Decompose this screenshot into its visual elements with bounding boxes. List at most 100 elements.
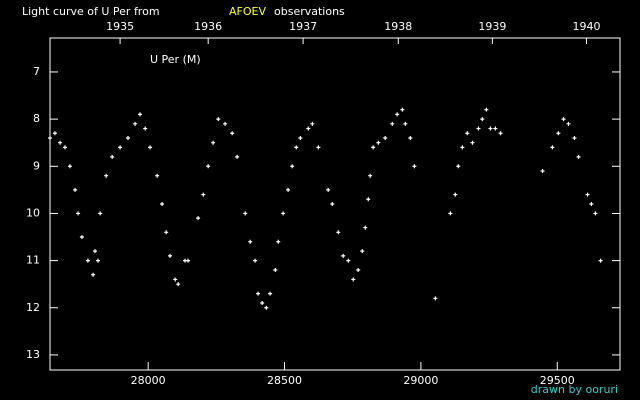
- data-point: [366, 197, 371, 202]
- data-point: [498, 131, 503, 136]
- data-point: [290, 164, 295, 169]
- data-point: [465, 131, 470, 136]
- data-point: [201, 192, 206, 197]
- data-point: [235, 154, 240, 159]
- data-point: [67, 164, 72, 169]
- data-point: [316, 145, 321, 150]
- data-point: [326, 187, 331, 192]
- data-point: [91, 272, 96, 277]
- data-point: [160, 202, 165, 206]
- data-point: [476, 126, 481, 131]
- data-point: [110, 154, 115, 159]
- data-point: [351, 277, 356, 282]
- data-point: [556, 131, 561, 136]
- y-tick-label: 12: [26, 301, 40, 314]
- x2-tick-label: 1938: [384, 20, 412, 33]
- data-point: [448, 211, 453, 216]
- title-source: AFOEV: [229, 5, 266, 18]
- y-tick-label: 9: [33, 159, 40, 172]
- data-point: [126, 135, 130, 140]
- data-point: [433, 296, 438, 301]
- data-point: [148, 145, 153, 150]
- data-point: [589, 202, 594, 206]
- x2-tick-label: 1940: [572, 20, 600, 33]
- data-point: [58, 140, 63, 145]
- data-point: [211, 140, 216, 145]
- data-point: [306, 126, 311, 131]
- data-point: [561, 117, 566, 122]
- data-point: [138, 112, 142, 117]
- data-point: [248, 239, 253, 244]
- data-point: [376, 140, 381, 145]
- title-suffix: observations: [274, 5, 345, 18]
- data-point: [273, 268, 278, 273]
- chart-title: Light curve of U Per from: [22, 5, 160, 18]
- plot-frame: [49, 37, 621, 371]
- series-label: U Per (M): [150, 53, 201, 66]
- data-point: [52, 131, 57, 136]
- data-point: [346, 258, 351, 263]
- data-point: [243, 211, 248, 216]
- data-point: [216, 117, 221, 122]
- data-point: [63, 145, 67, 150]
- data-point: [253, 258, 258, 263]
- data-point: [93, 249, 97, 254]
- x-tick-label: 29500: [540, 374, 575, 387]
- x-tick-label: 29000: [403, 374, 438, 387]
- data-point: [168, 253, 172, 258]
- data-point: [572, 135, 577, 140]
- data-point: [276, 239, 281, 244]
- y-tick-label: 13: [26, 348, 40, 361]
- data-point: [585, 192, 590, 197]
- data-point: [73, 187, 78, 192]
- x2-tick-label: 1937: [289, 20, 317, 33]
- data-point: [104, 173, 109, 178]
- data-point: [484, 107, 489, 112]
- data-point: [79, 235, 84, 240]
- data-point: [480, 117, 485, 122]
- data-point: [96, 258, 100, 263]
- data-point: [256, 291, 261, 296]
- data-point: [48, 135, 52, 140]
- data-point: [368, 173, 373, 178]
- data-point: [98, 211, 103, 216]
- data-point: [336, 230, 341, 235]
- data-point: [408, 135, 413, 140]
- x2-tick-label: 1939: [478, 20, 506, 33]
- data-point: [400, 107, 405, 112]
- data-point: [294, 145, 299, 150]
- data-point: [593, 211, 598, 216]
- data-point: [281, 211, 286, 216]
- data-point: [286, 187, 291, 192]
- data-point: [206, 164, 211, 169]
- data-point: [143, 126, 148, 131]
- data-point: [371, 145, 376, 150]
- data-point: [85, 258, 90, 263]
- y-tick-label: 10: [26, 206, 40, 219]
- data-point: [260, 301, 265, 306]
- data-point: [540, 168, 545, 173]
- data-point: [412, 164, 417, 169]
- data-point: [118, 145, 123, 150]
- x-tick-label: 28500: [267, 374, 302, 387]
- data-point: [310, 121, 315, 126]
- credit: drawn by ooruri: [531, 383, 618, 396]
- data-point: [356, 268, 361, 273]
- data-point: [230, 131, 235, 136]
- x-tick-label: 28000: [131, 374, 166, 387]
- data-point: [196, 216, 201, 221]
- y-tick-label: 7: [33, 65, 40, 78]
- x2-tick-label: 1935: [106, 20, 134, 33]
- data-point: [360, 249, 365, 254]
- data-point: [566, 121, 571, 126]
- data-point: [133, 121, 138, 126]
- data-point: [456, 164, 461, 169]
- data-point: [488, 126, 493, 131]
- data-point: [383, 135, 388, 140]
- data-point: [330, 202, 335, 206]
- data-point: [268, 291, 273, 296]
- data-point: [341, 253, 346, 258]
- data-point: [264, 305, 269, 310]
